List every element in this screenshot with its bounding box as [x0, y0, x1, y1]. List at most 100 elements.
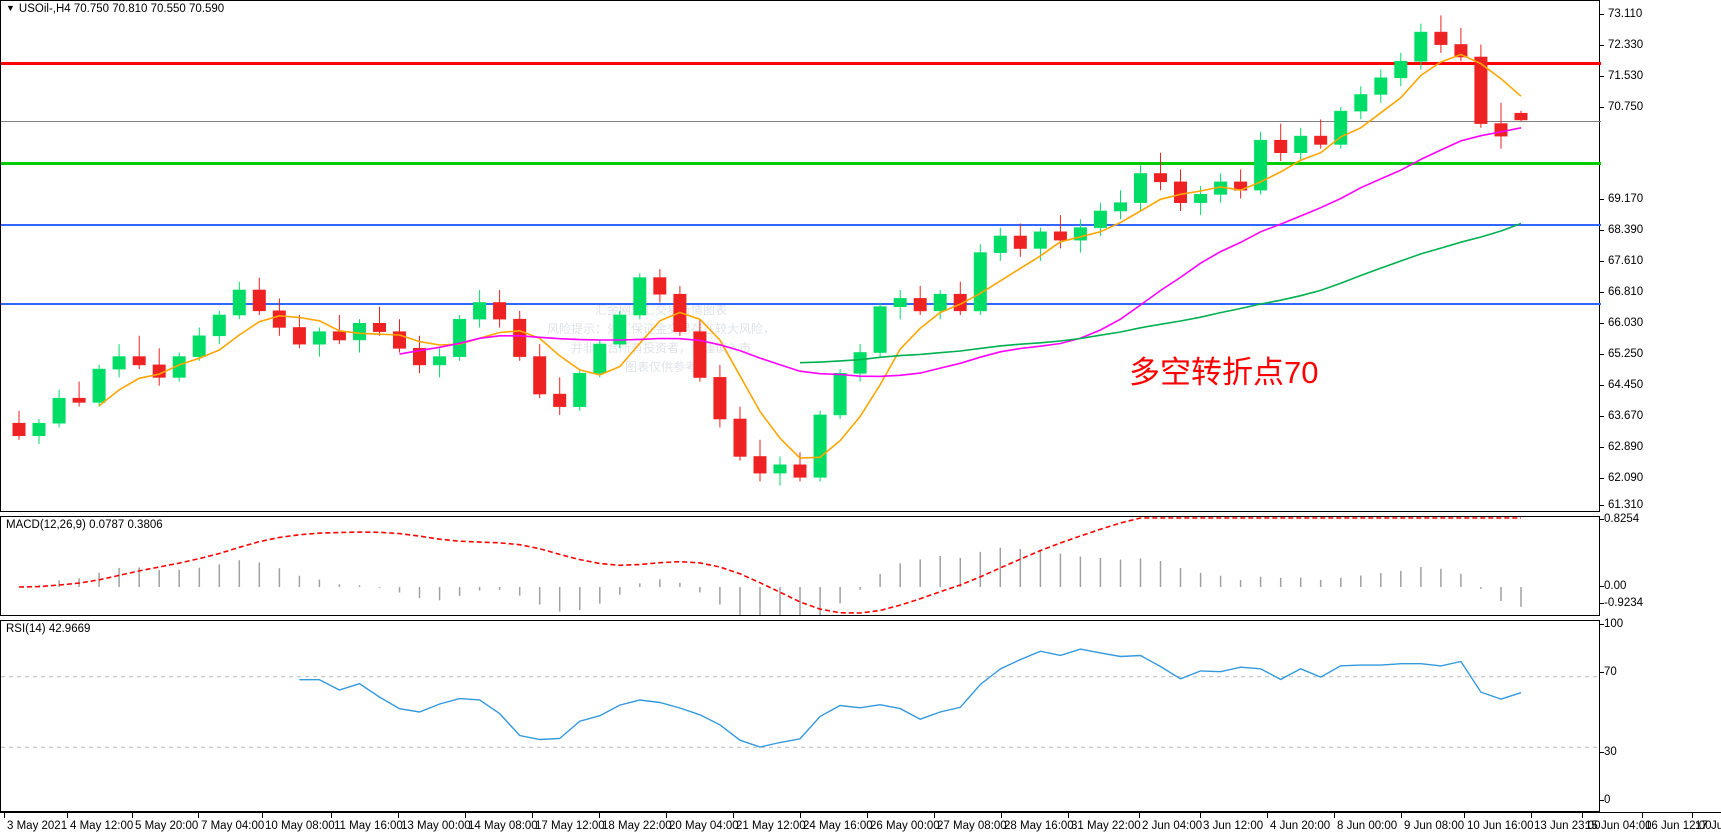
time-tick — [532, 813, 533, 818]
price-axis-label-68.390: 68.390 — [1608, 224, 1644, 236]
price-tick — [1600, 76, 1604, 77]
time-tick — [4, 813, 5, 818]
price-tick — [1600, 354, 1604, 355]
rsi-tick — [1600, 800, 1604, 801]
time-tick — [1642, 813, 1643, 818]
time-axis-label: 8 Jun 00:00 — [1337, 820, 1398, 832]
candle — [1134, 165, 1148, 211]
time-tick — [867, 813, 868, 818]
time-tick — [1531, 813, 1532, 818]
candle — [893, 290, 907, 320]
candle — [953, 281, 967, 315]
time-axis-label: 14 May 08:00 — [468, 820, 538, 832]
rsi-axis-label-0: 0 — [1604, 794, 1611, 806]
price-tick — [1600, 323, 1604, 324]
candle — [793, 452, 807, 482]
macd-signal-line — [18, 517, 1521, 614]
time-tick — [331, 813, 332, 818]
symbol-header: ▼ USOil-,H4 70.750 70.810 70.550 70.590 — [6, 3, 224, 15]
candle — [613, 310, 627, 349]
candle — [1013, 223, 1027, 257]
time-axis-label: 18 May 22:00 — [602, 820, 672, 832]
level-line-support-68.5[interactable] — [1, 224, 1601, 226]
candle — [232, 281, 246, 320]
time-tick — [67, 813, 68, 818]
candle — [172, 352, 186, 382]
macd-tick — [1600, 603, 1604, 604]
candle — [773, 456, 787, 486]
rsi-panel[interactable] — [0, 620, 1600, 812]
candle — [693, 319, 707, 382]
price-axis-label-62.890: 62.890 — [1608, 441, 1644, 453]
time-tick — [934, 813, 935, 818]
price-axis-label-72.330: 72.330 — [1608, 39, 1644, 51]
candle — [593, 340, 607, 378]
price-tick — [1600, 45, 1604, 46]
time-tick — [1200, 813, 1201, 818]
candle — [1254, 131, 1268, 195]
candle — [112, 344, 126, 378]
time-axis-label: 3 May 2021 — [7, 820, 68, 832]
time-tick — [1001, 813, 1002, 818]
rsi-axis-label-100: 100 — [1604, 618, 1624, 630]
price-axis-label-71.530: 71.530 — [1608, 70, 1644, 82]
price-tick — [1600, 230, 1604, 231]
level-line-support-66.5[interactable] — [1, 303, 1601, 305]
candle — [873, 302, 887, 357]
candle — [1434, 15, 1448, 53]
ma-mid — [399, 127, 1522, 378]
candle — [653, 269, 667, 303]
candle — [973, 244, 987, 315]
candle — [1374, 69, 1388, 103]
time-tick — [1068, 813, 1069, 818]
candle — [453, 315, 467, 361]
macd-series-canvas — [18, 517, 1522, 615]
time-tick — [1267, 813, 1268, 818]
price-axis[interactable]: 73.11072.33072.00071.53070.75070.59070.0… — [1600, 0, 1721, 812]
candle — [1474, 44, 1488, 128]
time-tick — [1139, 813, 1140, 818]
rsi-title: RSI(14) 42.9669 — [6, 623, 91, 635]
watermark-line-1: 汇金网外汇交易行情图表 — [594, 303, 727, 317]
candle — [473, 290, 487, 328]
level-line-pivot-70[interactable] — [1, 162, 1601, 165]
price-tick — [1600, 199, 1604, 200]
candle — [72, 381, 86, 407]
candle — [1514, 110, 1528, 122]
candle — [553, 377, 567, 415]
time-axis-label: 5 May 20:00 — [135, 820, 199, 832]
candle — [1214, 173, 1228, 203]
candle — [1093, 202, 1107, 236]
candle — [713, 364, 727, 428]
candle — [993, 227, 1007, 261]
price-axis-label-61.310: 61.310 — [1608, 499, 1644, 511]
price-axis-label-67.610: 67.610 — [1608, 255, 1644, 267]
candle — [633, 273, 647, 320]
candle — [292, 315, 306, 349]
rsi-tick — [1600, 672, 1604, 673]
time-tick — [1464, 813, 1465, 818]
time-tick — [198, 813, 199, 818]
time-axis-label: 9 Jun 08:00 — [1404, 820, 1465, 832]
candle — [1494, 102, 1508, 149]
time-axis-label: 27 May 08:00 — [937, 820, 1007, 832]
rsi-axis-label-30: 30 — [1604, 746, 1617, 758]
level-line-last-price-70.59[interactable] — [1, 121, 1601, 122]
collapse-icon[interactable]: ▼ — [6, 3, 15, 13]
rsi-line — [299, 648, 1522, 748]
time-axis[interactable]: 3 May 2021 4 May 12:00 5 May 20:00 7 May 04… — [0, 812, 1721, 839]
price-axis-label-63.670: 63.670 — [1608, 410, 1644, 422]
time-tick — [1334, 813, 1335, 818]
time-axis-label: 17 Jun 22:00 — [1695, 820, 1721, 832]
macd-panel[interactable] — [0, 516, 1600, 616]
price-chart-panel[interactable]: 汇金网外汇交易行情图表 风险提示：外汇保证金交易存在较大风险， 并非适合所有投资… — [0, 0, 1601, 512]
candle — [372, 306, 386, 336]
price-axis-label-64.450: 64.450 — [1608, 379, 1644, 391]
watermark-line-2: 风险提示：外汇保证金交易存在较大风险， — [546, 322, 775, 336]
ma-fast — [98, 53, 1522, 459]
time-tick — [132, 813, 133, 818]
level-line-resistance-72[interactable] — [1, 62, 1601, 65]
time-axis-label: 24 May 16:00 — [803, 820, 873, 832]
macd-axis-label-0.00: 0.00 — [1604, 580, 1627, 592]
time-tick — [666, 813, 667, 818]
